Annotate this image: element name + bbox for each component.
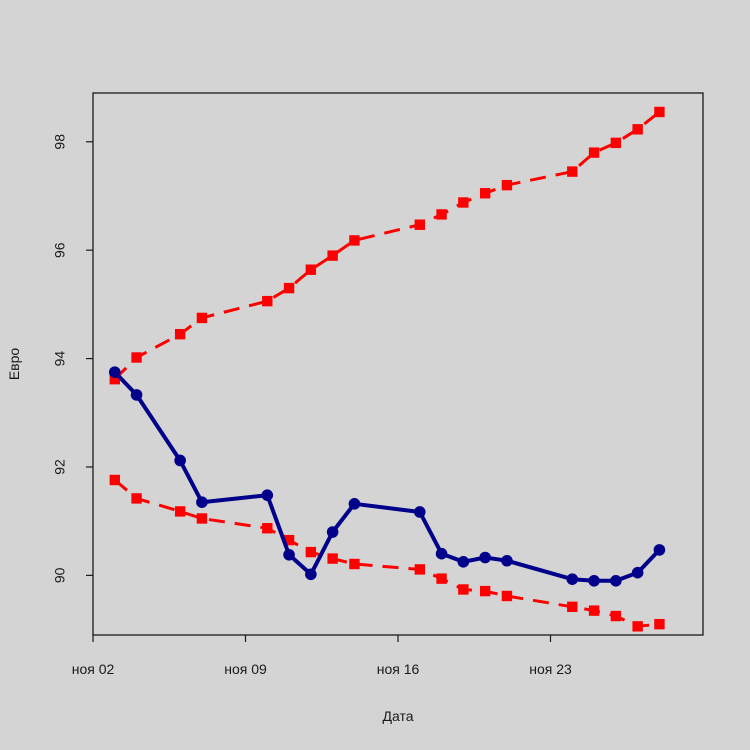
- x-tick-label: ноя 09: [224, 661, 267, 677]
- data-point: [196, 312, 208, 324]
- series-lower-bound: [109, 474, 665, 632]
- data-point: [305, 568, 317, 581]
- data-point: [436, 573, 447, 584]
- series-upper-bound: [109, 106, 665, 385]
- data-point: [174, 454, 186, 467]
- data-point: [305, 264, 317, 275]
- data-point: [631, 566, 644, 579]
- x-axis-title: Дата: [382, 708, 413, 724]
- data-point: [326, 526, 339, 538]
- y-axis: 90 92 94 96 98: [52, 134, 93, 583]
- data-point: [174, 506, 186, 517]
- x-tick-label: ноя 16: [377, 661, 420, 677]
- data-point: [479, 551, 491, 564]
- y-tick-label: 92: [52, 459, 68, 475]
- data-point: [479, 585, 491, 597]
- data-point: [348, 498, 361, 510]
- data-point: [413, 506, 426, 518]
- data-point: [108, 366, 121, 378]
- data-point: [654, 618, 665, 630]
- data-point: [196, 496, 208, 509]
- data-point: [501, 590, 513, 602]
- data-point: [479, 188, 491, 199]
- y-axis-title: Евро: [6, 348, 22, 381]
- x-axis: ноя 02 ноя 09 ноя 16 ноя 23: [72, 635, 572, 677]
- data-point: [130, 389, 143, 401]
- data-point: [567, 166, 578, 177]
- data-point: [610, 610, 622, 622]
- data-point: [457, 556, 470, 568]
- series-actual: [108, 366, 666, 587]
- data-point: [327, 250, 338, 261]
- data-point: [610, 137, 622, 149]
- data-point: [567, 601, 578, 613]
- data-point: [653, 544, 666, 556]
- data-point: [566, 573, 579, 585]
- data-point: [632, 621, 643, 632]
- data-point: [458, 197, 469, 208]
- y-tick-label: 96: [52, 242, 68, 258]
- data-point: [283, 548, 295, 561]
- data-point: [349, 235, 360, 246]
- data-point: [435, 547, 448, 560]
- data-point: [414, 564, 425, 575]
- data-point: [305, 546, 317, 558]
- data-point: [588, 605, 600, 616]
- data-point: [262, 523, 273, 534]
- data-point: [131, 352, 142, 363]
- data-point: [436, 209, 447, 220]
- data-point: [588, 147, 600, 158]
- y-tick-label: 98: [52, 134, 68, 150]
- y-tick-label: 94: [52, 351, 68, 367]
- data-point: [262, 295, 273, 307]
- data-point: [131, 493, 142, 504]
- series-layer: [108, 106, 666, 632]
- data-point: [414, 219, 425, 230]
- data-point: [458, 584, 469, 595]
- data-point: [196, 513, 208, 524]
- data-point: [283, 282, 295, 294]
- data-point: [261, 489, 274, 501]
- data-point: [654, 106, 665, 118]
- data-point: [632, 124, 643, 135]
- data-point: [109, 373, 120, 385]
- y-tick-label: 90: [52, 567, 68, 583]
- data-point: [327, 553, 338, 564]
- data-point: [174, 328, 186, 340]
- x-tick-label: ноя 02: [72, 661, 115, 677]
- data-point: [283, 534, 295, 546]
- data-point: [349, 558, 360, 570]
- data-point: [501, 179, 513, 191]
- data-point: [588, 575, 600, 587]
- x-tick-label: ноя 23: [529, 661, 572, 677]
- data-point: [501, 554, 513, 567]
- data-point: [109, 474, 120, 486]
- data-point: [610, 575, 622, 587]
